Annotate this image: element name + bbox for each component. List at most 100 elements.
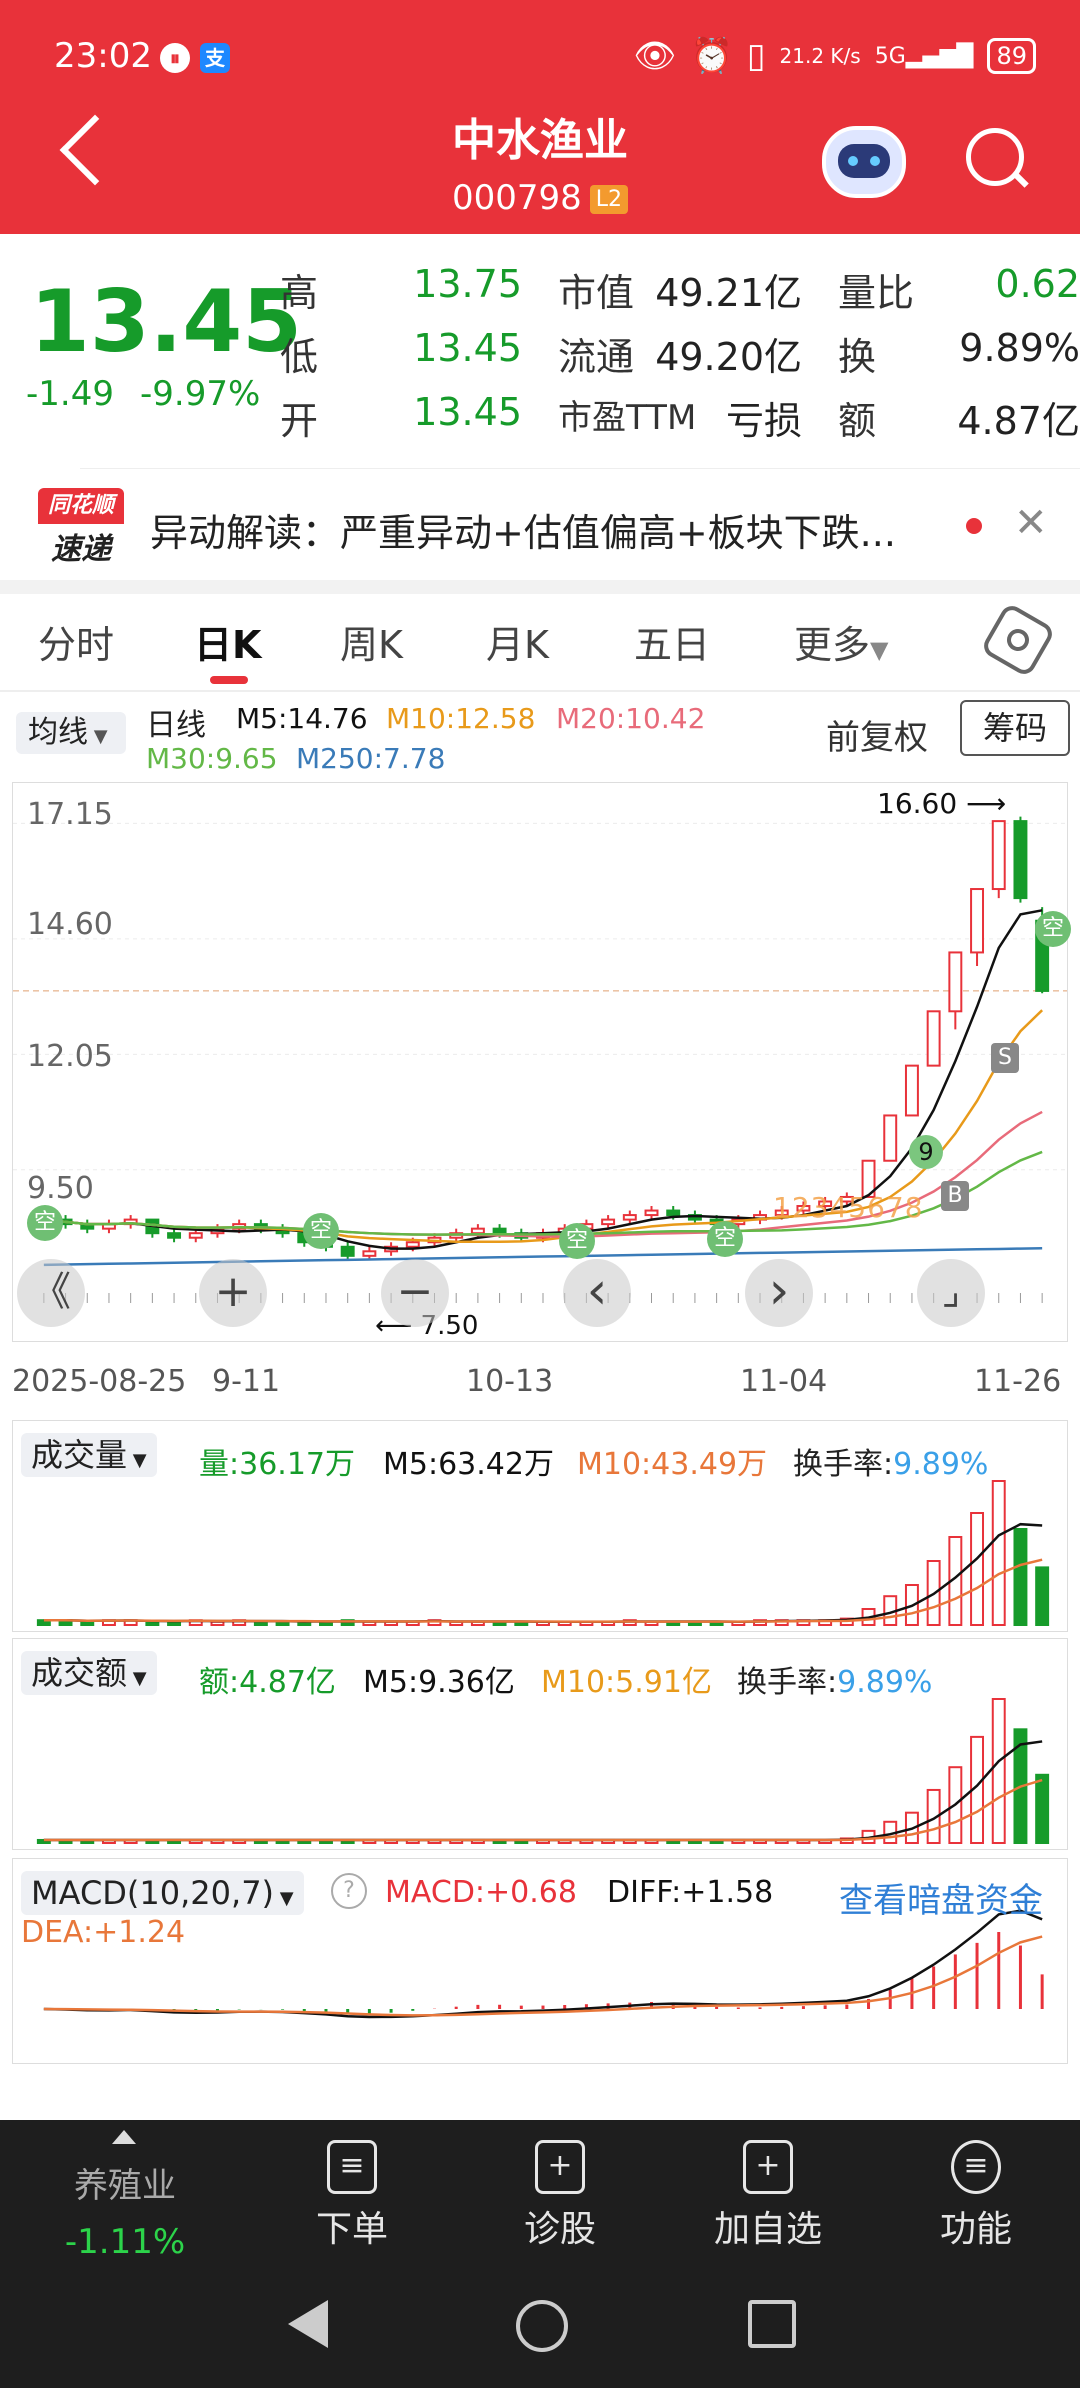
news-logo-top: 同花顺	[38, 488, 124, 524]
macd-chart[interactable]: MACD(10,20,7) ▼ ? MACD:+0.68 DIFF:+1.58 …	[12, 1858, 1068, 2064]
ma5-legend: M5:14.76	[236, 702, 368, 735]
tab-five-day[interactable]: 五日	[634, 623, 711, 667]
short-signal: 空	[1035, 911, 1071, 947]
zoom-in-button[interactable]: +	[199, 1259, 267, 1327]
turnover-value: 9.89%	[959, 326, 1080, 370]
candle-body	[340, 1245, 355, 1257]
macd-value: MACD:+0.68	[385, 1875, 577, 1910]
amount-value: 4.87亿	[957, 399, 1080, 443]
scroll-start-button[interactable]: 《	[17, 1259, 85, 1327]
candle-body	[883, 1114, 898, 1162]
turnover-label: 换	[838, 335, 877, 379]
app-notification-icon: ⏸	[160, 42, 190, 73]
candle-body	[644, 1209, 659, 1217]
kline-chart[interactable]: 17.15 14.60 12.05 9.50 16.60 ⟶ ⟵ 7.50 12…	[12, 782, 1071, 1342]
current-price: 13.45	[30, 272, 303, 372]
scroll-right-button[interactable]: ›	[745, 1259, 813, 1327]
ma10-line	[43, 1778, 1043, 1842]
chart-settings-icon[interactable]	[979, 601, 1057, 679]
x-tick-label: 11-26	[974, 1364, 1062, 1399]
amount-value: 额:4.87亿	[199, 1665, 336, 1700]
macd-svg	[43, 1909, 1044, 2019]
dea-value: DEA:+1.24	[21, 1915, 186, 1950]
nav-recents-icon[interactable]	[748, 2300, 796, 2348]
function-button[interactable]: ≡ 功能	[896, 2140, 1056, 2252]
volume-turnover: 换手率:9.89%	[793, 1439, 988, 1483]
tab-more[interactable]: 更多▼	[794, 614, 888, 669]
candle-body	[405, 1241, 420, 1248]
mktcap-value: 49.21亿	[655, 271, 802, 315]
expand-up-icon[interactable]	[112, 2130, 136, 2144]
diagnose-icon: +	[535, 2140, 585, 2194]
fullscreen-button[interactable]: ⌟	[917, 1259, 985, 1327]
level2-badge: L2	[589, 185, 629, 214]
tab-monthly-k[interactable]: 月K	[486, 623, 549, 667]
diagnose-button[interactable]: + 诊股	[480, 2140, 640, 2252]
candle-body	[188, 1232, 203, 1239]
scroll-left-button[interactable]: ‹	[563, 1259, 631, 1327]
y-tick-label: 9.50	[27, 1171, 94, 1206]
ma-selector[interactable]: 均线 ▼	[16, 712, 126, 754]
volume-bar	[970, 1512, 985, 1626]
tab-daily-k[interactable]: 日K	[194, 623, 262, 667]
period-label: 日线	[146, 708, 206, 743]
order-icon: ≡	[327, 2140, 377, 2194]
candle-body	[904, 1064, 919, 1117]
candle-body	[167, 1232, 182, 1239]
float-label: 流通	[558, 335, 635, 379]
add-watchlist-button[interactable]: + 加自选	[688, 2140, 848, 2252]
ma30-legend: M30:9.65	[146, 742, 278, 775]
alipay-icon: 支	[200, 42, 230, 73]
network-speed: 21.2 K/s	[779, 44, 861, 68]
assistant-robot-icon[interactable]	[822, 126, 906, 198]
amount-chart[interactable]: 成交额 ▼ 额:4.87亿 M5:9.36亿 M10:5.91亿 换手率:9.8…	[12, 1638, 1068, 1850]
news-logo: 同花顺 速递	[38, 488, 124, 567]
stock-code-line: 000798 L2	[0, 178, 1080, 218]
volume-indicator-selector[interactable]: 成交量 ▼	[21, 1433, 157, 1477]
amount-svg	[36, 1698, 1050, 1845]
help-icon[interactable]: ?	[331, 1873, 367, 1909]
add-icon: +	[743, 2140, 793, 2194]
news-headline[interactable]: 异动解读：严重异动+估值偏高+板块下跌...	[150, 511, 896, 555]
y-tick-label: 14.60	[27, 907, 113, 942]
tab-intraday[interactable]: 分时	[38, 623, 115, 667]
candle-body	[839, 1195, 854, 1203]
candle-body	[362, 1250, 377, 1257]
volume-bar	[1035, 1773, 1050, 1844]
status-time: 23:02	[54, 36, 152, 76]
menu-icon: ≡	[951, 2140, 1001, 2194]
add-watchlist-label: 加自选	[713, 2209, 822, 2250]
y-tick-label: 17.15	[27, 797, 113, 832]
kline-svg	[13, 816, 1067, 1303]
adjustment-toggle[interactable]: 前复权	[826, 718, 928, 758]
search-icon[interactable]	[966, 128, 1024, 186]
macd-indicator-selector[interactable]: MACD(10,20,7) ▼	[21, 1871, 304, 1915]
volume-svg	[36, 1480, 1050, 1627]
sector-name[interactable]: 养殖业	[74, 2166, 176, 2206]
x-tick-label: 2025-08-25	[12, 1364, 187, 1399]
volume-value: 量:36.17万	[199, 1447, 355, 1482]
amount-turnover-value: 9.89%	[837, 1665, 933, 1700]
candle-body	[470, 1227, 485, 1235]
volume-turnover-label: 换手率:	[793, 1447, 894, 1482]
amount-indicator-selector[interactable]: 成交额 ▼	[21, 1651, 157, 1695]
dropdown-arrow-icon: ▼	[274, 1888, 294, 1909]
volume-bar	[926, 1788, 941, 1845]
tab-weekly-k[interactable]: 周K	[340, 623, 403, 667]
close-icon[interactable]: ✕	[1014, 500, 1048, 546]
order-button[interactable]: ≡ 下单	[272, 2140, 432, 2252]
signal-icon: 5G▂▄▆█	[874, 43, 974, 69]
dropdown-arrow-icon: ▼	[127, 1450, 147, 1471]
volume-chart[interactable]: 成交量 ▼ 量:36.17万 M5:63.42万 M10:43.49万 换手率:…	[12, 1420, 1068, 1632]
pe-label: 市盈TTM	[558, 398, 697, 438]
candle-body	[492, 1227, 507, 1235]
nav-home-icon[interactable]	[516, 2300, 568, 2352]
dark-pool-link[interactable]: 查看暗盘资金	[839, 1881, 1043, 1921]
volume-bar	[1013, 1528, 1028, 1626]
amount-turnover: 换手率:9.89%	[737, 1657, 932, 1701]
diff-value: DIFF:+1.58	[607, 1875, 774, 1910]
zoom-out-button[interactable]: −	[381, 1259, 449, 1327]
chip-distribution-button[interactable]: 筹码	[960, 700, 1070, 756]
amount-label: 额	[838, 399, 877, 443]
nav-back-icon[interactable]	[288, 2300, 328, 2348]
